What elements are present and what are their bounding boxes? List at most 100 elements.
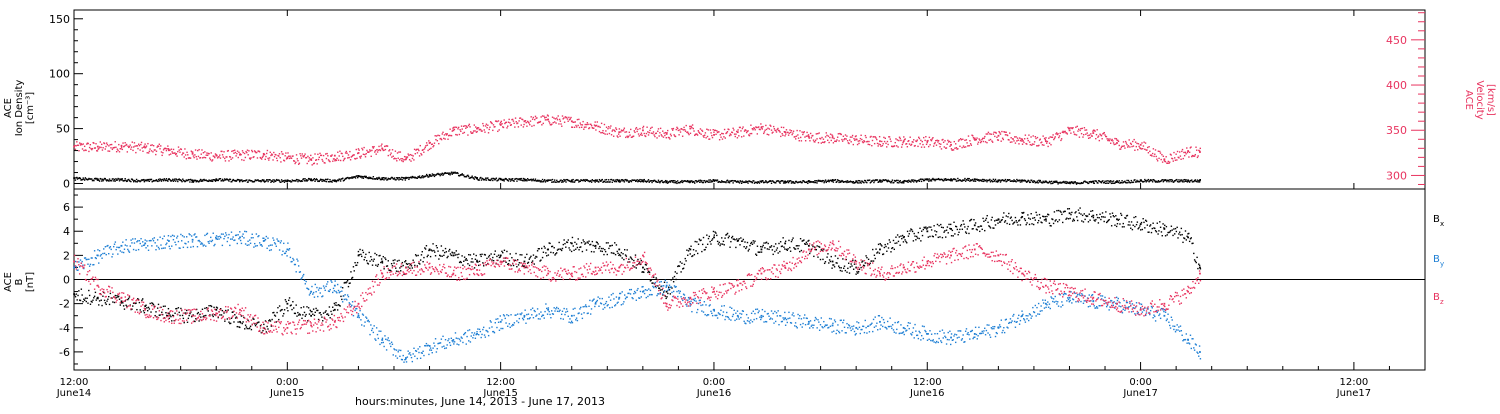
- by-point: [130, 239, 131, 240]
- density-point-point: [1092, 181, 1094, 183]
- velocity-point: [1124, 145, 1125, 146]
- density-point: [1196, 181, 1197, 182]
- density-point: [556, 180, 557, 181]
- velocity-point: [710, 129, 711, 130]
- by-point: [216, 235, 217, 236]
- density-point: [167, 180, 168, 181]
- bx-point: [518, 264, 519, 265]
- bx-point: [208, 305, 209, 306]
- bx-point: [1110, 216, 1111, 217]
- bx-point: [1128, 224, 1129, 225]
- velocity-point: [860, 138, 861, 139]
- velocity-point: [679, 129, 680, 130]
- bx-point: [88, 290, 89, 291]
- velocity-point: [1116, 138, 1117, 139]
- velocity-point: [1015, 142, 1016, 143]
- velocity-point: [533, 125, 534, 126]
- bx-point: [885, 246, 886, 247]
- bx-point: [320, 312, 321, 313]
- by-point: [133, 249, 134, 250]
- density-point: [700, 180, 701, 181]
- velocity-point: [291, 158, 292, 159]
- bx-point: [847, 268, 848, 269]
- density-point: [607, 181, 608, 182]
- velocity-point: [1134, 150, 1135, 151]
- density-point: [132, 180, 133, 181]
- velocity-point: [173, 149, 174, 150]
- density-point: [159, 180, 160, 181]
- bx-point: [430, 256, 431, 257]
- velocity-point: [871, 145, 872, 146]
- density-point: [577, 179, 578, 180]
- bx-point: [244, 328, 245, 329]
- bx-point: [323, 312, 324, 313]
- velocity-point: [720, 134, 721, 135]
- bx-point: [641, 260, 642, 261]
- density-point: [687, 180, 688, 181]
- density-point: [839, 180, 840, 181]
- density-point: [398, 177, 399, 178]
- velocity-point: [625, 137, 626, 138]
- bx-point: [449, 249, 450, 250]
- velocity-point: [427, 150, 428, 151]
- density-point: [535, 178, 536, 179]
- velocity-point: [118, 144, 119, 145]
- bx-point: [971, 219, 972, 220]
- velocity-point: [1124, 147, 1125, 148]
- velocity-point: [618, 133, 619, 134]
- velocity-point: [151, 150, 152, 151]
- bx-point-point: [1140, 223, 1142, 225]
- bx-point: [183, 318, 184, 319]
- bx-point: [241, 315, 242, 316]
- bx-point: [202, 309, 203, 310]
- bx-point: [480, 256, 481, 257]
- velocity-point: [966, 142, 967, 143]
- density-point: [247, 181, 248, 182]
- by-point: [204, 235, 205, 236]
- bx-point: [826, 256, 827, 257]
- density-point: [983, 181, 984, 182]
- velocity-point: [1104, 132, 1105, 133]
- bx-point: [631, 259, 632, 260]
- bx-point: [866, 257, 867, 258]
- bx-point: [91, 301, 92, 302]
- bx-point: [405, 260, 406, 261]
- velocity-point: [1076, 134, 1077, 135]
- velocity-point: [265, 156, 266, 157]
- velocity-point: [1029, 141, 1030, 142]
- bx-point: [583, 239, 584, 240]
- bx-point: [295, 313, 296, 314]
- velocity-point: [1070, 132, 1071, 133]
- velocity-point: [651, 127, 652, 128]
- density-point: [1195, 179, 1196, 180]
- bx-point: [563, 239, 564, 240]
- density-point: [1038, 180, 1039, 181]
- bx-point: [302, 314, 303, 315]
- bx-point: [1103, 221, 1104, 222]
- x-tick-label-time: 12:00: [913, 377, 942, 388]
- velocity-point: [764, 130, 765, 131]
- by-point: [102, 253, 103, 254]
- bx-point: [787, 250, 788, 251]
- bx-point: [170, 316, 171, 317]
- density-point: [1165, 180, 1166, 181]
- velocity-point: [661, 134, 662, 135]
- density-point: [218, 180, 219, 181]
- velocity-point: [562, 115, 563, 116]
- density-point: [787, 180, 788, 181]
- velocity-point: [634, 132, 635, 133]
- bx-point: [923, 229, 924, 230]
- velocity-point: [808, 134, 809, 135]
- velocity-point: [378, 146, 379, 147]
- velocity-point: [756, 127, 757, 128]
- x-tick-label-time: 12:00: [60, 377, 89, 388]
- velocity-point: [79, 142, 80, 143]
- bx-point: [875, 258, 876, 259]
- density-point: [1147, 180, 1148, 181]
- density-point: [75, 179, 76, 180]
- bx-point: [850, 266, 851, 267]
- velocity-point: [555, 122, 556, 123]
- bx-point: [1142, 229, 1143, 230]
- density-point: [712, 181, 713, 182]
- bx-point: [76, 299, 77, 300]
